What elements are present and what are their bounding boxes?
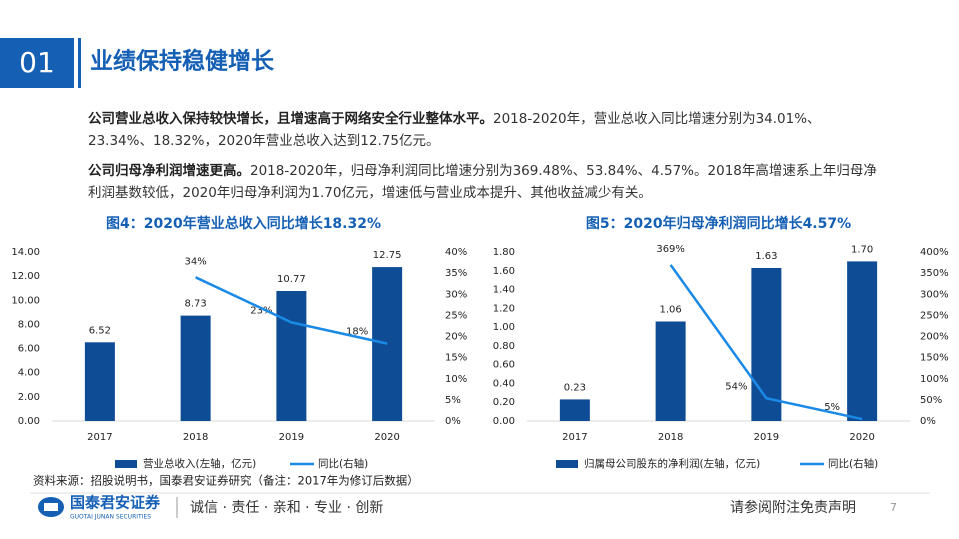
y-tick-label: 14.00 (11, 247, 40, 258)
legend-label: 同比(右轴) (828, 457, 878, 470)
x-tick-label: 2019 (279, 432, 304, 443)
y2-tick-label: 15% (445, 353, 467, 364)
logo-text: 国泰君安证券 (70, 494, 161, 512)
data-label: 8.73 (184, 299, 206, 310)
legend-label: 归属母公司股东的净利润(左轴，亿元) (584, 457, 760, 470)
paragraph-lead: 公司归母净利润增速更高。 (88, 163, 250, 179)
y2-tick-label: 200% (920, 332, 949, 343)
legend-label: 同比(右轴) (318, 457, 368, 470)
y-tick-label: 1.20 (493, 303, 515, 314)
data-label: 5% (824, 402, 840, 413)
y2-tick-label: 10% (445, 374, 467, 385)
y-tick-label: 2.00 (18, 392, 40, 403)
chart-title: 图4：2020年营业总收入同比增长18.32% (106, 215, 381, 232)
paragraph: 公司营业总收入保持较快增长，且增速高于网络安全行业整体水平。2018-2020年… (88, 108, 878, 152)
x-tick-label: 2018 (658, 432, 683, 443)
y-tick-label: 0.00 (493, 416, 515, 427)
y-tick-label: 6.00 (18, 344, 40, 355)
y-tick-label: 1.80 (493, 247, 515, 258)
y-tick-label: 1.60 (493, 266, 515, 277)
y-tick-label: 1.40 (493, 285, 515, 296)
chart-title: 图5：2020年归母净利润同比增长4.57% (586, 215, 851, 232)
y-tick-label: 0.40 (493, 378, 515, 389)
data-label: 10.77 (277, 274, 306, 285)
y-tick-label: 0.00 (18, 416, 40, 427)
x-tick-label: 2020 (849, 432, 874, 443)
divider (78, 38, 81, 88)
logo-text-en: GUOTAI JUNAN SECURITIES (70, 514, 151, 521)
data-label: 18% (346, 327, 368, 338)
line (195, 276, 388, 345)
y2-tick-label: 300% (920, 289, 949, 300)
disclaimer: 请参阅附注免责声明 (730, 499, 856, 516)
y2-tick-label: 250% (920, 310, 949, 321)
y-tick-label: 8.00 (18, 319, 40, 330)
data-label: 1.06 (659, 304, 681, 315)
data-label: 34% (185, 256, 207, 267)
x-tick-label: 2017 (562, 432, 587, 443)
x-tick-label: 2018 (183, 432, 208, 443)
bar (372, 267, 403, 421)
data-label: 1.70 (851, 244, 873, 255)
bar (84, 342, 115, 421)
paragraph: 公司归母净利润增速更高。2018-2020年，归母净利润同比增速分别为369.4… (88, 160, 878, 204)
bar (180, 315, 211, 421)
x-tick-label: 2019 (754, 432, 779, 443)
bar (276, 290, 307, 421)
y2-tick-label: 150% (920, 353, 949, 364)
paragraph-text: 2018-2020年，营业总收入同比增速分别为34.01%、23.34%、18.… (88, 111, 821, 149)
y2-tick-label: 100% (920, 374, 949, 385)
bar (751, 267, 782, 421)
y2-tick-label: 30% (445, 289, 467, 300)
y2-tick-label: 0% (920, 416, 936, 427)
y2-tick-label: 25% (445, 310, 467, 321)
source: 资料来源：招股说明书，国泰君安证券研究（备注：2017年为修订后数据） (33, 474, 419, 488)
legend-label: 营业总收入(左轴，亿元) (143, 457, 256, 470)
y-tick-label: 10.00 (11, 295, 40, 306)
y-tick-label: 12.00 (11, 271, 40, 282)
page-number: 7 (890, 501, 897, 514)
x-tick-label: 2020 (374, 432, 399, 443)
logo-icon-detail (44, 503, 58, 511)
x-tick-label: 2017 (87, 432, 112, 443)
y-tick-label: 0.80 (493, 341, 515, 352)
data-label: 6.52 (89, 325, 111, 336)
y2-tick-label: 20% (445, 332, 467, 343)
y2-tick-label: 5% (445, 395, 461, 406)
section-number: 01 (19, 46, 55, 79)
y-tick-label: 1.00 (493, 322, 515, 333)
y-tick-label: 0.20 (493, 397, 515, 408)
bar (655, 321, 686, 421)
data-label: 369% (656, 244, 685, 255)
data-label: 0.23 (564, 382, 586, 393)
data-label: 54% (725, 381, 747, 392)
bar (847, 261, 878, 421)
y-tick-label: 4.00 (18, 368, 40, 379)
y2-tick-label: 400% (920, 247, 949, 258)
data-label: 12.75 (373, 250, 402, 261)
paragraph-text: 2018-2020年，归母净利润同比增速分别为369.48%、53.84%、4.… (88, 163, 877, 201)
line (669, 264, 863, 421)
y2-tick-label: 0% (445, 416, 461, 427)
bar (559, 399, 590, 421)
number-box (0, 38, 74, 88)
data-label: 23% (250, 305, 272, 316)
y-tick-label: 0.60 (493, 360, 515, 371)
paragraph-lead: 公司营业总收入保持较快增长，且增速高于网络安全行业整体水平。 (88, 111, 493, 127)
legend-swatch (115, 460, 137, 468)
legend-swatch (556, 460, 578, 468)
y2-tick-label: 350% (920, 268, 949, 279)
data-label: 1.63 (755, 251, 777, 262)
y2-tick-label: 35% (445, 268, 467, 279)
y2-tick-label: 40% (445, 247, 467, 258)
y2-tick-label: 50% (920, 395, 942, 406)
slide-title: 业绩保持稳健增长 (90, 48, 275, 75)
slogan: 诚信 · 责任 · 亲和 · 专业 · 创新 (190, 500, 383, 516)
